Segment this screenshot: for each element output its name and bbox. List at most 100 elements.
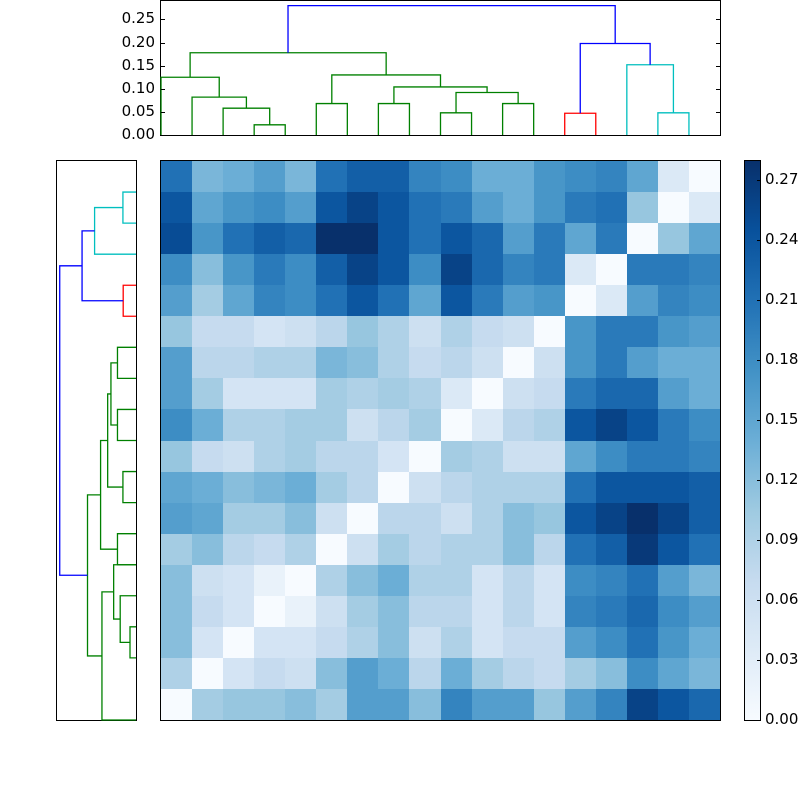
heatmap-cell bbox=[161, 657, 193, 690]
heatmap-cell bbox=[254, 440, 286, 473]
heatmap-cell bbox=[285, 688, 317, 720]
heatmap-cell bbox=[223, 595, 255, 628]
heatmap-cell bbox=[440, 316, 473, 348]
heatmap-cell bbox=[564, 254, 597, 286]
heatmap-cell bbox=[409, 657, 442, 690]
heatmap-cell bbox=[378, 595, 411, 628]
heatmap-cell bbox=[626, 657, 659, 690]
heatmap-cell bbox=[285, 595, 317, 628]
heatmap-cell bbox=[502, 285, 535, 317]
heatmap-cell bbox=[626, 378, 659, 411]
heatmap-cell bbox=[595, 223, 628, 255]
colorbar-tick-label: 0.03 bbox=[765, 650, 799, 668]
heatmap-cell bbox=[533, 564, 566, 597]
heatmap-cell bbox=[285, 471, 317, 504]
top-dendrogram-lines bbox=[160, 4, 690, 135]
heatmap-cell bbox=[378, 440, 411, 473]
heatmap-cell bbox=[409, 285, 442, 317]
dendrogram-link bbox=[93, 206, 136, 255]
heatmap-cell bbox=[688, 223, 720, 255]
heatmap-matrix bbox=[160, 160, 721, 721]
heatmap-cell bbox=[347, 502, 379, 535]
heatmap-cell bbox=[316, 161, 348, 193]
heatmap-cell bbox=[285, 409, 317, 442]
heatmap-cell bbox=[409, 409, 442, 442]
heatmap-cell bbox=[223, 688, 255, 720]
top-dendrogram-tick bbox=[161, 42, 165, 44]
dendrogram-link bbox=[377, 102, 411, 135]
top-dendrogram-tick bbox=[716, 111, 720, 113]
heatmap-cell bbox=[595, 161, 628, 193]
heatmap-cell bbox=[471, 564, 504, 597]
heatmap-cell bbox=[502, 440, 535, 473]
heatmap-cell bbox=[533, 378, 566, 411]
heatmap-cell bbox=[626, 316, 659, 348]
heatmap-cell bbox=[595, 471, 628, 504]
top-dendrogram-tick bbox=[716, 135, 720, 136]
heatmap-cell bbox=[378, 223, 411, 255]
top-dendrogram-tick bbox=[161, 111, 165, 113]
heatmap-cell bbox=[533, 471, 566, 504]
heatmap-cell bbox=[192, 192, 224, 224]
heatmap-cell bbox=[564, 192, 597, 224]
dendrogram-link bbox=[116, 408, 136, 442]
dendrogram-link bbox=[116, 533, 136, 566]
heatmap-cell bbox=[688, 316, 720, 348]
top-dendrogram-tick bbox=[161, 88, 165, 90]
dendrogram-link bbox=[119, 595, 136, 644]
heatmap-cell bbox=[192, 502, 224, 535]
heatmap-cell bbox=[471, 254, 504, 286]
heatmap-cell bbox=[595, 657, 628, 690]
heatmap-cell bbox=[657, 347, 690, 379]
heatmap-cell bbox=[440, 378, 473, 411]
heatmap-cell bbox=[347, 533, 379, 566]
heatmap-cell bbox=[688, 502, 720, 535]
dendrogram-link bbox=[393, 86, 488, 104]
heatmap-cell bbox=[285, 564, 317, 597]
heatmap-cell bbox=[223, 533, 255, 566]
heatmap-cell bbox=[440, 254, 473, 286]
heatmap-cell bbox=[533, 192, 566, 224]
heatmap-cell bbox=[192, 285, 224, 317]
heatmap-cell bbox=[192, 440, 224, 473]
top-dendrogram-tick bbox=[161, 65, 165, 67]
heatmap-cell bbox=[657, 285, 690, 317]
heatmap-cell bbox=[409, 471, 442, 504]
heatmap-cell bbox=[657, 192, 690, 224]
heatmap-cell bbox=[440, 502, 473, 535]
heatmap-cell bbox=[533, 161, 566, 193]
heatmap-cell bbox=[378, 285, 411, 317]
dendrogram-link bbox=[626, 64, 675, 135]
heatmap-cell bbox=[161, 626, 193, 659]
heatmap-cell bbox=[657, 471, 690, 504]
top-dendrogram-tick bbox=[716, 65, 720, 67]
heatmap-cell bbox=[378, 192, 411, 224]
heatmap-cell bbox=[564, 285, 597, 317]
heatmap-cell bbox=[316, 316, 348, 348]
heatmap-cell bbox=[533, 316, 566, 348]
heatmap-cell bbox=[192, 595, 224, 628]
heatmap-cell bbox=[161, 564, 193, 597]
heatmap-cell bbox=[378, 161, 411, 193]
heatmap-cell bbox=[626, 595, 659, 628]
heatmap-cell bbox=[471, 626, 504, 659]
heatmap-cell bbox=[564, 223, 597, 255]
heatmap-cell bbox=[564, 502, 597, 535]
heatmap-cell bbox=[347, 564, 379, 597]
heatmap-cell bbox=[192, 378, 224, 411]
heatmap-cell bbox=[688, 347, 720, 379]
heatmap-cell bbox=[471, 657, 504, 690]
heatmap-cell bbox=[409, 161, 442, 193]
colorbar-tick bbox=[757, 600, 761, 601]
colorbar-tick bbox=[757, 240, 761, 241]
heatmap-cell bbox=[502, 161, 535, 193]
heatmap-cell bbox=[564, 378, 597, 411]
heatmap-cell bbox=[471, 161, 504, 193]
heatmap-cell bbox=[626, 161, 659, 193]
heatmap-cell bbox=[347, 657, 379, 690]
heatmap-cell bbox=[254, 533, 286, 566]
heatmap-cell bbox=[378, 254, 411, 286]
heatmap-cell bbox=[440, 564, 473, 597]
heatmap-cell bbox=[347, 347, 379, 379]
colorbar-tick bbox=[757, 360, 761, 361]
